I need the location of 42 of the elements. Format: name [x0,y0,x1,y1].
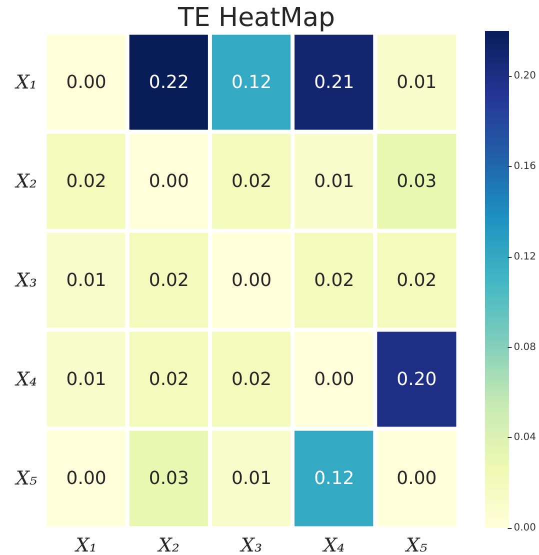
data-label: 0.00 [66,468,106,489]
y-tick-label: X₂ [14,170,37,192]
x-tick-label: X₂ [156,534,180,555]
y-tick-label: X₄ [14,368,37,390]
data-label: 0.01 [314,171,354,192]
data-label: 0.00 [66,72,106,93]
data-label: 0.21 [314,72,354,93]
text: 0.00 [514,522,536,534]
data-label: 0.22 [148,72,189,93]
data-label: 0.03 [148,468,189,489]
data-label: 0.20 [396,369,437,390]
data-label: 0.01 [231,468,272,489]
data-label: 0.01 [396,72,437,93]
x-tick-label: X₅ [404,534,428,555]
data-label: 0.00 [314,369,354,390]
text: 0.08 [514,342,536,353]
x-tick-label: X₄ [322,534,345,555]
data-label: 0.02 [231,171,272,192]
data-label: 0.02 [66,171,106,192]
data-label: 0.02 [148,369,189,390]
text: 0.16 [514,161,536,172]
data-label: 0.02 [231,369,272,390]
data-label: 0.03 [396,171,437,192]
text: 0.20 [514,70,536,82]
x-tick-label: X₃ [238,534,262,555]
y-tick-label: X₃ [14,270,37,292]
text: 0.04 [514,432,536,444]
data-label: 0.02 [148,270,189,291]
text: 0.12 [514,251,536,262]
x-tick-label: X₁ [74,534,97,555]
data-label: 0.12 [231,72,272,93]
y-tick-label: X₅ [14,468,38,490]
data-label: 0.02 [396,270,437,291]
data-label: 0.00 [231,270,272,291]
data-label: 0.00 [148,171,189,192]
data-label: 0.00 [396,468,437,489]
data-label: 0.02 [314,270,354,291]
data-label: 0.12 [314,468,354,489]
data-label: 0.01 [66,369,106,390]
y-tick-label: X₁ [14,72,37,94]
chart-title: TE HeatMap [176,3,336,33]
data-label: 0.01 [66,270,106,291]
